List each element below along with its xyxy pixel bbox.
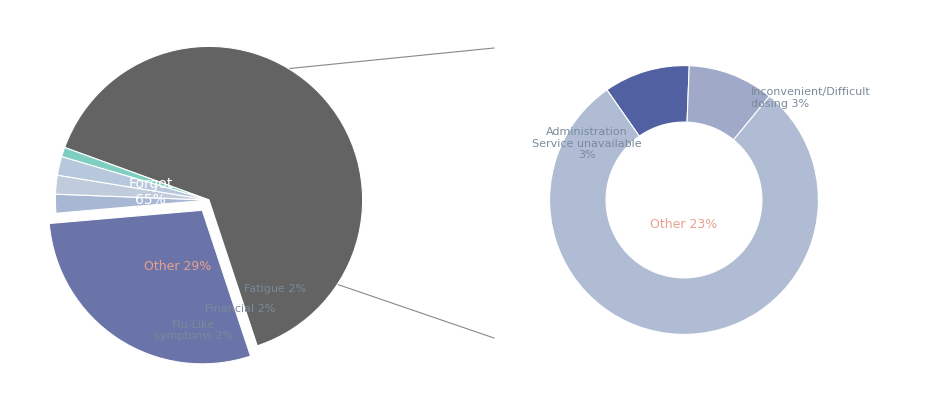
Text: Fatigue 2%: Fatigue 2% — [244, 284, 306, 294]
Text: Financial 2%: Financial 2% — [204, 304, 275, 314]
Wedge shape — [607, 66, 690, 136]
Text: Forgot
65%: Forgot 65% — [128, 177, 173, 208]
Wedge shape — [57, 156, 209, 200]
Text: Flu-Like
symptoms 2%: Flu-Like symptoms 2% — [154, 320, 234, 342]
Wedge shape — [62, 148, 209, 200]
Text: Inconvenient/Difficult
dosing 3%: Inconvenient/Difficult dosing 3% — [751, 87, 871, 109]
Wedge shape — [49, 210, 251, 364]
Text: Other 23%: Other 23% — [651, 218, 717, 231]
Wedge shape — [55, 175, 209, 200]
Wedge shape — [550, 90, 818, 334]
Wedge shape — [55, 194, 209, 213]
Wedge shape — [65, 46, 363, 346]
Text: Administration
Service unavailable
3%: Administration Service unavailable 3% — [532, 127, 642, 160]
Text: Other 29%: Other 29% — [143, 260, 211, 273]
Wedge shape — [687, 66, 770, 140]
